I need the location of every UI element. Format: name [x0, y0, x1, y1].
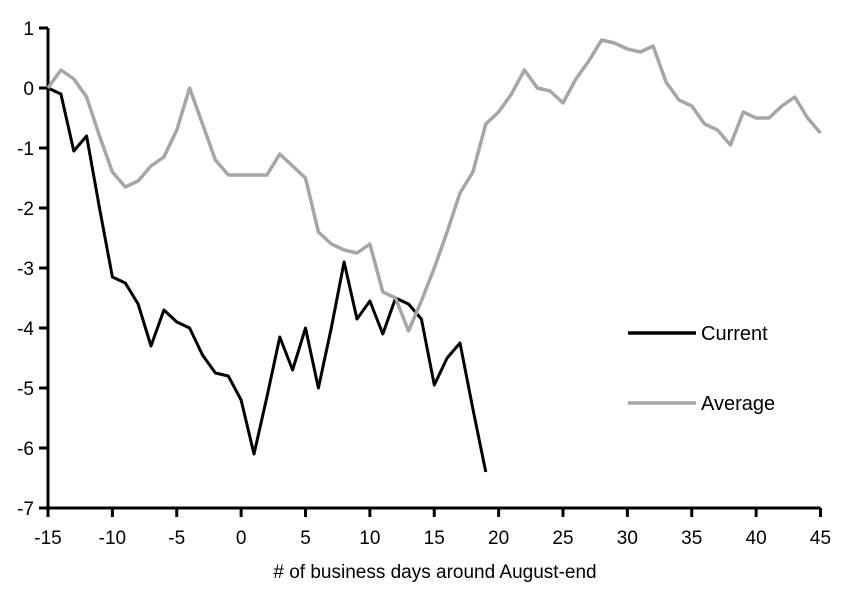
x-tick-label: 0 — [236, 528, 247, 549]
x-axis-title: # of business days around August-end — [273, 562, 596, 583]
y-tick-label: -7 — [17, 499, 34, 520]
x-tick-label: -5 — [168, 528, 185, 549]
average-line — [46, 38, 822, 333]
x-tick-label: 20 — [488, 528, 509, 549]
legend: Current Average — [628, 323, 775, 415]
x-tick-label: 30 — [617, 528, 638, 549]
current-line — [47, 86, 488, 473]
x-tick-label: 45 — [810, 528, 831, 549]
y-tick-label: -6 — [17, 439, 34, 460]
x-tick-label: 10 — [359, 528, 380, 549]
x-tick-label: -15 — [34, 528, 61, 549]
x-tick-label: 5 — [300, 528, 311, 549]
y-tick-label: -3 — [17, 259, 34, 280]
x-tick-label: 35 — [681, 528, 702, 549]
y-tick-label: 1 — [23, 19, 34, 40]
legend-label-current: Current — [701, 323, 768, 345]
legend-label-average: Average — [701, 393, 775, 415]
y-tick-label: -1 — [17, 139, 34, 160]
y-tick-label: -4 — [17, 319, 34, 340]
x-tick-label: -10 — [99, 528, 126, 549]
x-tick-label: 40 — [746, 528, 767, 549]
y-tick-label: -2 — [17, 199, 34, 220]
y-tick-label: 0 — [23, 79, 34, 100]
x-tick-label: 15 — [424, 528, 445, 549]
x-tick-label: 25 — [552, 528, 573, 549]
y-tick-label: -5 — [17, 379, 34, 400]
